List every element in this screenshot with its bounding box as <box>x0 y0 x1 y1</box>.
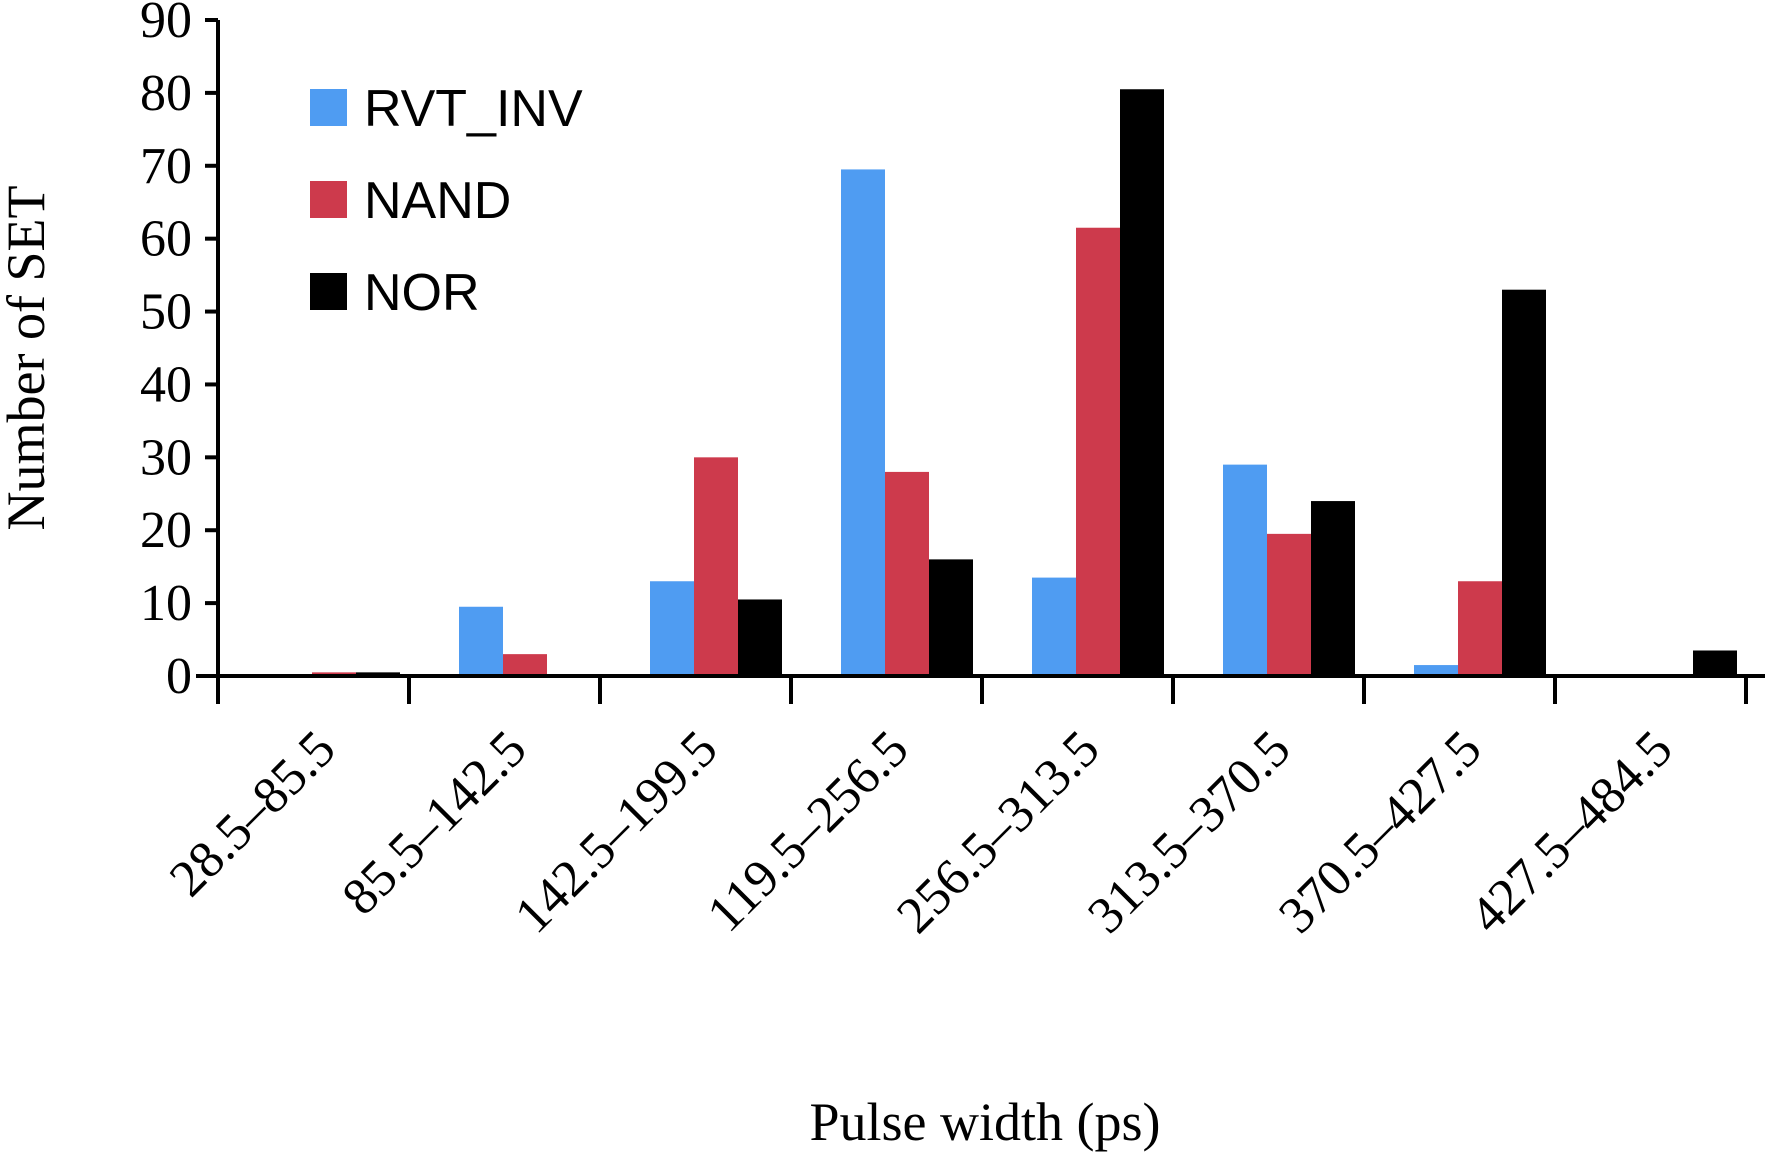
bar-nand-1 <box>503 654 547 676</box>
bar-nand-4 <box>1076 227 1120 676</box>
legend-label: NAND <box>364 172 511 230</box>
y-tick-label: 80 <box>140 65 192 122</box>
bar-nand-2 <box>694 457 738 676</box>
x-tick-label: 313.5–370.5 <box>1077 720 1301 944</box>
x-ticks: 28.5–85.585.5–142.5142.5–199.5119.5–256.… <box>159 676 1748 944</box>
legend-label: RVT_INV <box>364 80 583 138</box>
bar-nor-3 <box>929 559 973 676</box>
x-tick-label: 427.5–484.5 <box>1459 720 1683 944</box>
y-tick-label: 30 <box>140 429 192 486</box>
y-tick-label: 0 <box>166 648 192 705</box>
legend-swatch <box>310 273 347 310</box>
x-axis-title: Pulse width (ps) <box>810 1092 1161 1152</box>
bar-rvt-inv-3 <box>841 169 885 676</box>
y-tick-label: 50 <box>140 284 192 341</box>
x-tick-label: 142.5–199.5 <box>504 720 728 944</box>
legend-swatch <box>310 181 347 218</box>
bar-nor-4 <box>1120 89 1164 676</box>
x-tick-label: 370.5–427.5 <box>1268 720 1492 944</box>
bar-rvt-inv-2 <box>650 581 694 676</box>
bar-nor-6 <box>1502 289 1546 676</box>
y-tick-label: 40 <box>140 356 192 413</box>
bar-nor-7 <box>1693 650 1737 676</box>
x-tick-label: 256.5–313.5 <box>886 720 1110 944</box>
x-tick-label: 28.5–85.5 <box>159 720 346 907</box>
legend: RVT_INV NAND NOR <box>310 80 583 322</box>
y-tick-label: 60 <box>140 211 192 268</box>
bar-rvt-inv-1 <box>459 606 503 676</box>
y-tick-label: 20 <box>140 502 192 559</box>
bar-rvt-inv-6 <box>1414 665 1458 676</box>
legend-swatch <box>310 89 347 126</box>
bar-nand-5 <box>1267 533 1311 676</box>
bars-layer <box>312 89 1737 676</box>
y-tick-label: 90 <box>140 0 192 49</box>
bar-nor-2 <box>738 599 782 676</box>
y-tick-label: 70 <box>140 138 192 195</box>
legend-label: NOR <box>364 264 480 322</box>
y-axis-title: Number of SET <box>0 186 56 531</box>
x-tick-label: 119.5–256.5 <box>697 720 920 943</box>
y-tick-label: 10 <box>140 575 192 632</box>
bar-nand-3 <box>885 471 929 676</box>
bar-nand-6 <box>1458 581 1502 676</box>
bar-rvt-inv-4 <box>1032 577 1076 676</box>
bar-nor-5 <box>1311 501 1355 676</box>
y-ticks: 0 10 20 30 40 50 60 70 80 90 <box>140 0 218 705</box>
x-tick-label: 85.5–142.5 <box>332 720 538 926</box>
bar-rvt-inv-5 <box>1223 464 1267 676</box>
